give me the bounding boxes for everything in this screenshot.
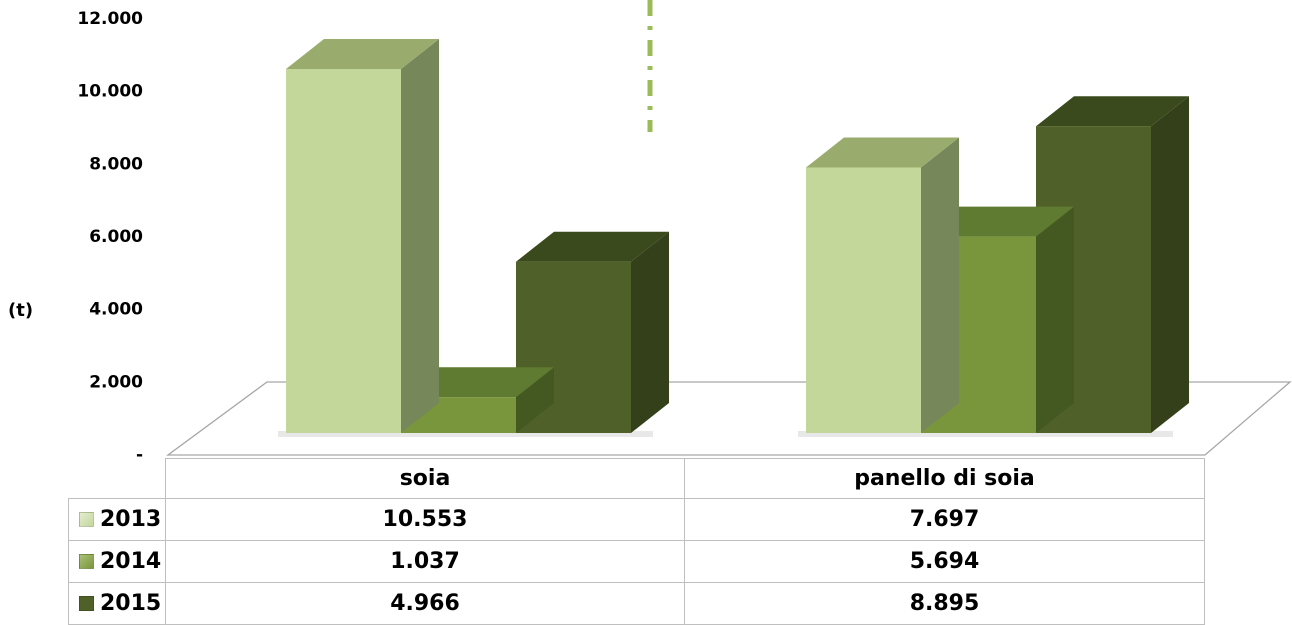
table-header-row: soia panello di soia xyxy=(68,458,1205,499)
cell-2014-panello: 5.694 xyxy=(684,540,1205,583)
y-tick-label: 10.000 xyxy=(77,82,143,102)
bars xyxy=(278,39,1189,437)
series-2013-label: 2013 xyxy=(100,507,162,532)
bar-side xyxy=(921,137,959,434)
y-axis: - 2.000 4.000 6.000 8.000 10.000 12.000 xyxy=(77,9,143,458)
series-2014-label: 2014 xyxy=(100,549,162,574)
table-category-soia: soia xyxy=(165,458,685,499)
bar-top xyxy=(401,367,554,398)
bar-top xyxy=(516,231,669,262)
table-row-2015: 2015 4.966 8.895 xyxy=(68,582,1205,625)
series-2014-legend: 2014 xyxy=(68,540,166,583)
series-2015-legend: 2015 xyxy=(68,582,166,625)
bar-front xyxy=(806,167,921,434)
table-corner xyxy=(68,458,166,499)
cell-2014-soia: 1.037 xyxy=(165,540,685,583)
y-axis-label: (t) xyxy=(8,300,33,321)
bar-top xyxy=(921,206,1074,237)
legend-swatch-2013 xyxy=(79,512,94,527)
bar-top xyxy=(806,137,959,168)
y-tick-label: 8.000 xyxy=(89,154,143,174)
y-tick-label: 6.000 xyxy=(89,227,143,247)
bar-side xyxy=(1151,96,1189,434)
table-category-panello: panello di soia xyxy=(684,458,1205,499)
bar-top xyxy=(286,39,439,69)
series-2015-label: 2015 xyxy=(100,591,162,616)
bar-side xyxy=(631,231,669,433)
bar-side xyxy=(401,39,439,433)
bar-2013-soia xyxy=(286,39,439,433)
legend-swatch-2014 xyxy=(79,554,94,569)
table-row-2014: 2014 1.037 5.694 xyxy=(68,540,1205,583)
bar-front xyxy=(286,69,401,433)
y-tick-label: 12.000 xyxy=(77,9,143,29)
y-tick-label: 4.000 xyxy=(89,300,143,320)
bar-shadow xyxy=(798,431,1173,437)
bar-side xyxy=(1036,206,1074,433)
bar-2013-panello xyxy=(806,137,959,434)
table-row-2013: 2013 10.553 7.697 xyxy=(68,498,1205,541)
bar-top xyxy=(1036,96,1189,127)
data-table: soia panello di soia 2013 10.553 7.697 2… xyxy=(68,458,1205,625)
cell-2015-soia: 4.966 xyxy=(165,582,685,625)
cell-2013-panello: 7.697 xyxy=(684,498,1205,541)
bar-side xyxy=(516,367,554,433)
legend-swatch-2015 xyxy=(79,596,94,611)
cell-2013-soia: 10.553 xyxy=(165,498,685,541)
bar-shadow xyxy=(278,431,653,437)
bar-chart: - 2.000 4.000 6.000 8.000 10.000 12.000 (t) xyxy=(8,0,1292,458)
series-2013-legend: 2013 xyxy=(68,498,166,541)
cell-2015-panello: 8.895 xyxy=(684,582,1205,625)
y-tick-label: 2.000 xyxy=(89,372,143,392)
y-tick-label: - xyxy=(136,445,143,458)
bar-2015-soia xyxy=(516,231,669,433)
